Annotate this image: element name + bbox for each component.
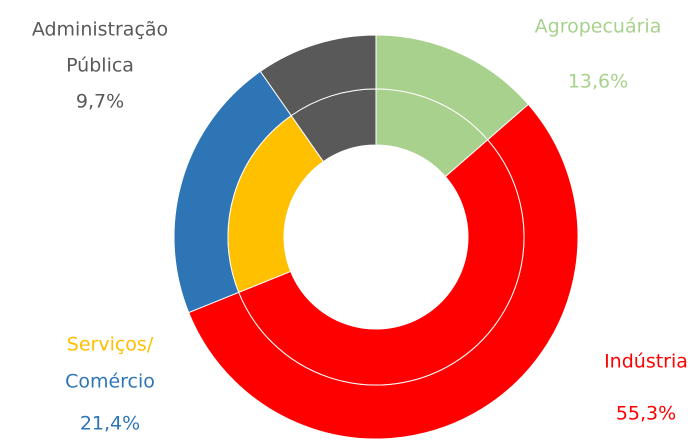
category-label: Serviços/: [67, 334, 154, 356]
value-label: 55,3%: [616, 403, 676, 425]
value-label: 9,7%: [76, 91, 124, 113]
category-label: Pública: [66, 55, 134, 77]
value-label: 13,6%: [568, 71, 628, 93]
inner-slice: [290, 88, 377, 163]
category-label: Administração: [32, 19, 168, 41]
category-label: Indústria: [604, 351, 688, 373]
category-label: Agropecuária: [535, 16, 662, 38]
category-label: Comércio: [65, 371, 155, 393]
value-label: 21,4%: [80, 413, 140, 435]
inner-slice: [238, 139, 525, 386]
